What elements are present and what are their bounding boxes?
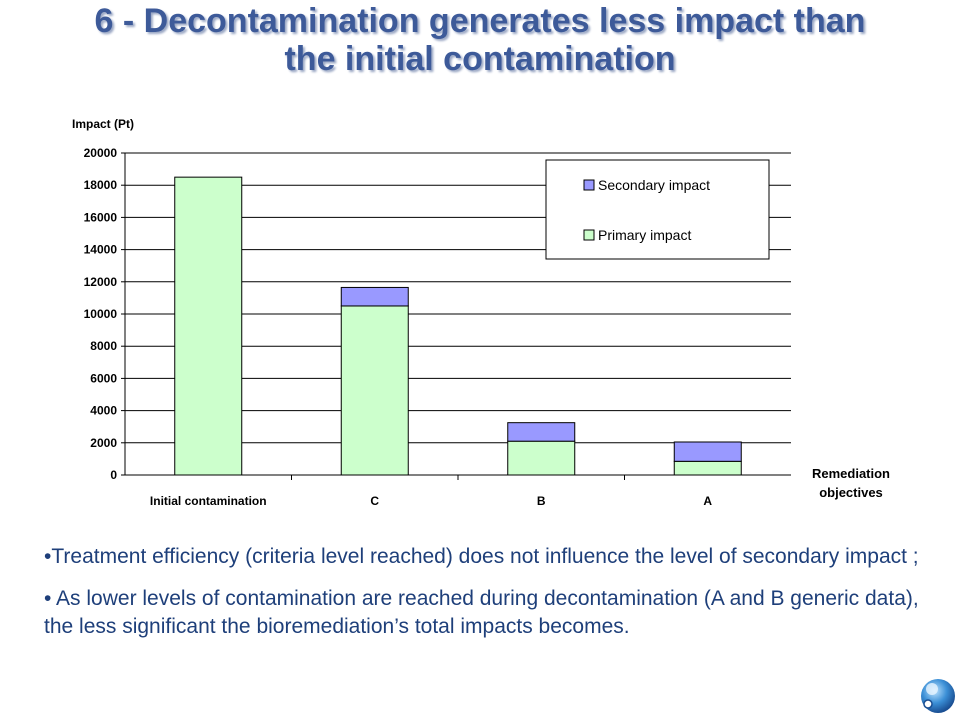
- y-tick-label: 18000: [84, 178, 118, 192]
- bars-group: [174, 176, 742, 476]
- y-tick-label: 20000: [84, 146, 118, 160]
- y-tick-label: 0: [110, 468, 117, 482]
- x-tick-labels: Initial contamination C B A: [150, 494, 713, 508]
- axes: [124, 153, 791, 480]
- y-axis-title: Impact (Pt): [72, 117, 134, 131]
- legend-box: [545, 159, 770, 260]
- chart-legend: Secondary impact Primary impact: [545, 159, 770, 260]
- bar-primary-impact: [340, 305, 409, 476]
- bullet-item: •Treatment efficiency (criteria level re…: [44, 543, 924, 571]
- x-tick-label: B: [537, 494, 546, 508]
- slide-title: 6 - Decontamination generates less impac…: [0, 2, 960, 78]
- y-tick-label: 2000: [90, 436, 117, 450]
- bar-secondary-impact: [507, 422, 576, 442]
- slide-title-line-1: 6 - Decontamination generates less impac…: [94, 2, 866, 40]
- bullet-list: •Treatment efficiency (criteria level re…: [44, 543, 924, 655]
- x-tick-label: C: [370, 494, 379, 508]
- bar-secondary-impact: [340, 286, 409, 307]
- y-tick-label: 8000: [90, 339, 117, 353]
- impact-chart: Impact (Pt) 0 2000 4000 6000 8000 10000 12000 1…: [72, 117, 890, 508]
- legend-label-secondary-impact: Secondary impact: [598, 177, 710, 193]
- y-tick-label: 6000: [90, 371, 117, 385]
- bullet-marker: •: [44, 587, 52, 610]
- x-tick-label: Initial contamination: [150, 494, 267, 508]
- globe-logo-icon: [921, 679, 955, 713]
- y-tick-label: 10000: [84, 307, 118, 321]
- y-tick-labels: 0 2000 4000 6000 8000 10000 12000 14000 16000 180…: [84, 146, 118, 482]
- x-axis-title-line-1: Remediation: [812, 466, 890, 481]
- legend-label-primary-impact: Primary impact: [598, 227, 691, 243]
- bullet-text: Treatment efficiency (criteria level rea…: [51, 545, 919, 568]
- bullet-text: As lower levels of contamination are rea…: [44, 587, 919, 638]
- bar-secondary-impact: [673, 441, 742, 462]
- bar-primary-impact: [174, 176, 243, 476]
- bar-primary-impact: [673, 460, 742, 476]
- legend-swatch-primary-impact: [583, 229, 595, 241]
- bullet-item: • As lower levels of contamination are r…: [44, 585, 924, 641]
- y-tick-label: 4000: [90, 404, 117, 418]
- x-axis-title-line-2: objectives: [819, 485, 883, 500]
- x-tick-label: A: [703, 494, 712, 508]
- y-tick-label: 12000: [84, 275, 118, 289]
- y-tick-label: 14000: [84, 243, 118, 257]
- bullet-marker: •: [44, 545, 52, 568]
- slide-title-line-2: the initial contamination: [284, 40, 676, 78]
- bar-primary-impact: [507, 440, 576, 476]
- y-tick-label: 16000: [84, 210, 118, 224]
- legend-swatch-secondary-impact: [583, 179, 595, 191]
